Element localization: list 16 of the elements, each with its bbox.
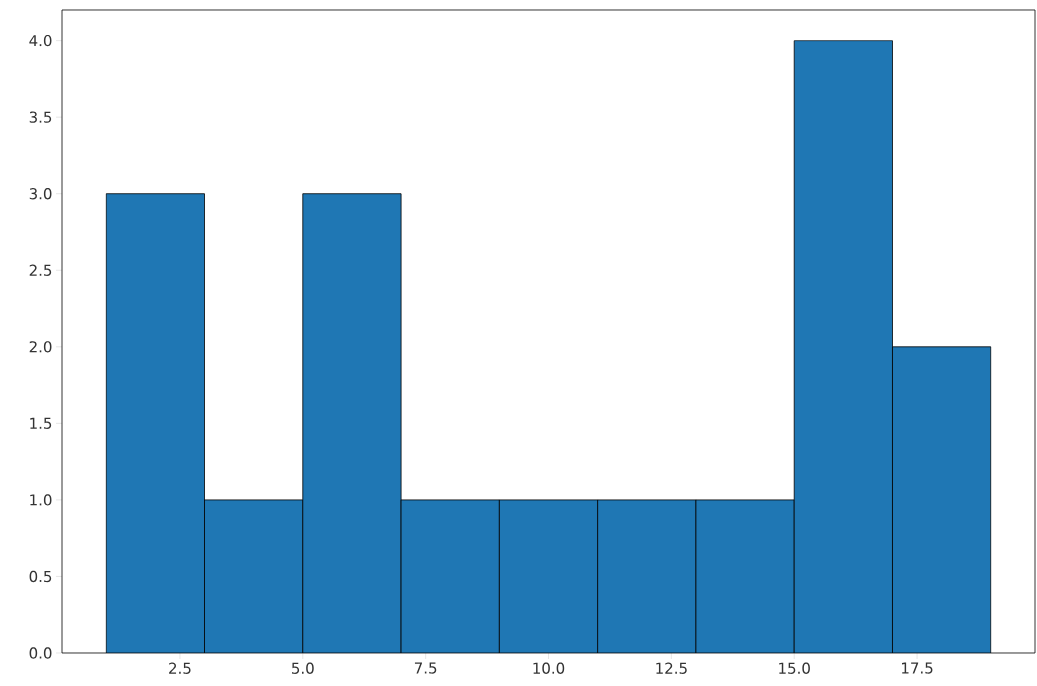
- y-tick-label: 4.0: [29, 34, 52, 47]
- y-tick-label: 3.0: [29, 188, 52, 200]
- y-tick-label: 1.5: [30, 417, 52, 429]
- y-tick-label: 0.0: [29, 647, 52, 659]
- y-tick-label: 2.5: [29, 264, 52, 276]
- x-tick-label: 12.5: [656, 662, 687, 674]
- y-tick-label: 1.0: [30, 494, 52, 506]
- x-tick-label: 5.0: [292, 662, 314, 674]
- x-tick-label: 7.5: [414, 662, 437, 674]
- x-tick-label: 10.0: [533, 662, 565, 674]
- x-tick-label: 2.5: [169, 662, 191, 674]
- y-tick-label: 2.0: [29, 341, 52, 353]
- y-tick-label: 0.5: [29, 570, 52, 583]
- x-tick-label: 17.5: [902, 662, 933, 674]
- x-tick-label: 15.0: [779, 662, 810, 674]
- y-tick-label: 3.5: [29, 111, 52, 123]
